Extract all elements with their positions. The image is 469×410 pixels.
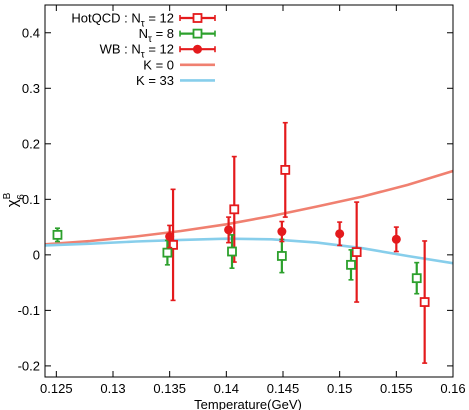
legend-label-subscript: τ xyxy=(148,34,152,45)
legend-label-suffix: = 12 xyxy=(145,42,174,57)
legend-swatch-marker xyxy=(192,13,203,23)
legend-label-suffix: = 8 xyxy=(152,26,174,41)
x-tick-label: 0.16 xyxy=(440,381,465,396)
legend-label: HotQCD : Nτ = 12 xyxy=(71,11,174,30)
series-line-4 xyxy=(45,237,453,265)
marker-square xyxy=(52,229,63,240)
legend-label-name: HotQCD : N xyxy=(71,11,140,26)
legend-label: Nτ = 8 xyxy=(139,26,174,45)
marker-square xyxy=(229,204,240,215)
legend-label-suffix: = 12 xyxy=(145,11,174,26)
x-tick-label: 0.155 xyxy=(380,381,413,396)
series-line-3 xyxy=(45,169,453,246)
data-point-s2-0 xyxy=(165,224,175,249)
legend-entry-4: K = 33 xyxy=(136,73,215,88)
marker-square xyxy=(162,247,173,258)
x-tick-label: 0.14 xyxy=(214,381,239,396)
y-tick-label: -0.1 xyxy=(18,303,40,318)
marker-square xyxy=(280,165,291,175)
marker-circle xyxy=(165,232,175,242)
y-axis-title-superscript: B xyxy=(2,192,13,199)
legend-entry-0: HotQCD : Nτ = 12 xyxy=(71,11,216,30)
legend-label: WB : Nτ = 12 xyxy=(100,42,174,61)
data-point-s1-4 xyxy=(346,249,356,281)
legend-label-name: N xyxy=(139,26,148,41)
y-tick-label: 0.2 xyxy=(22,136,40,151)
data-point-s1-5 xyxy=(411,261,422,295)
x-tick-label: 0.15 xyxy=(327,381,352,396)
legend-swatch-marker xyxy=(192,28,203,39)
data-point-s0-1 xyxy=(229,155,240,263)
plot-frame xyxy=(44,4,454,378)
marker-square xyxy=(227,246,237,257)
y-tick-label: 0.1 xyxy=(22,192,40,207)
legend-entry-3: K = 0 xyxy=(143,57,215,72)
data-point-s2-1 xyxy=(224,216,234,244)
marker-square xyxy=(346,259,356,270)
legend-label-name: K = 33 xyxy=(136,73,174,88)
plot-area xyxy=(45,121,453,364)
legend-label-name: WB : N xyxy=(100,42,141,57)
marker-circle xyxy=(391,234,401,244)
marker-square xyxy=(351,247,362,257)
data-point-s1-3 xyxy=(276,238,287,274)
x-tick-label: 0.13 xyxy=(100,381,125,396)
x-tick-label: 0.125 xyxy=(40,381,73,396)
marker-square xyxy=(411,273,422,284)
marker-square xyxy=(276,251,287,261)
axes: 0.125 0.13 0.135 0.14 0.145 0.15 0.155 0.16 -0.2… xyxy=(18,4,466,396)
y-tick-label: 0 xyxy=(33,247,40,262)
x-tick-label: 0.135 xyxy=(153,381,186,396)
data-point-s0-2 xyxy=(280,121,291,218)
y-tick-label: 0.3 xyxy=(22,81,40,96)
y-tick-label: 0.4 xyxy=(22,25,40,40)
legend-label: K = 33 xyxy=(136,73,174,88)
legend-label: K = 0 xyxy=(143,57,174,72)
legend-entry-2: WB : Nτ = 12 xyxy=(100,42,216,61)
marker-square xyxy=(419,297,430,307)
legend-swatch-marker xyxy=(193,44,202,54)
y-axis-title-subscript: 6 xyxy=(16,194,27,200)
legend-entry-1: Nτ = 8 xyxy=(139,26,216,45)
y-tick-label: -0.2 xyxy=(18,358,40,373)
legend-label-name: K = 0 xyxy=(143,57,174,72)
data-point-s1-0 xyxy=(52,227,63,243)
legend-label-subscript: τ xyxy=(141,19,145,30)
data-point-s0-0 xyxy=(168,188,178,302)
legend-label-subscript: τ xyxy=(141,50,145,61)
marker-circle xyxy=(277,227,287,237)
data-point-s1-1 xyxy=(162,239,173,266)
y-axis-title: χB 6 xyxy=(2,192,27,207)
x-tick-label: 0.145 xyxy=(267,381,300,396)
marker-circle xyxy=(224,225,234,235)
data-point-s1-2 xyxy=(227,234,237,269)
y-axis-title-symbol: χ xyxy=(4,199,21,207)
data-point-s0-4 xyxy=(419,240,430,364)
data-point-s2-4 xyxy=(391,226,401,253)
marker-circle xyxy=(335,229,345,239)
data-point-s2-2 xyxy=(277,220,287,243)
data-point-s0-3 xyxy=(351,201,362,303)
x-axis-title: Temperature(GeV) xyxy=(194,397,302,410)
data-point-s2-3 xyxy=(335,221,345,247)
